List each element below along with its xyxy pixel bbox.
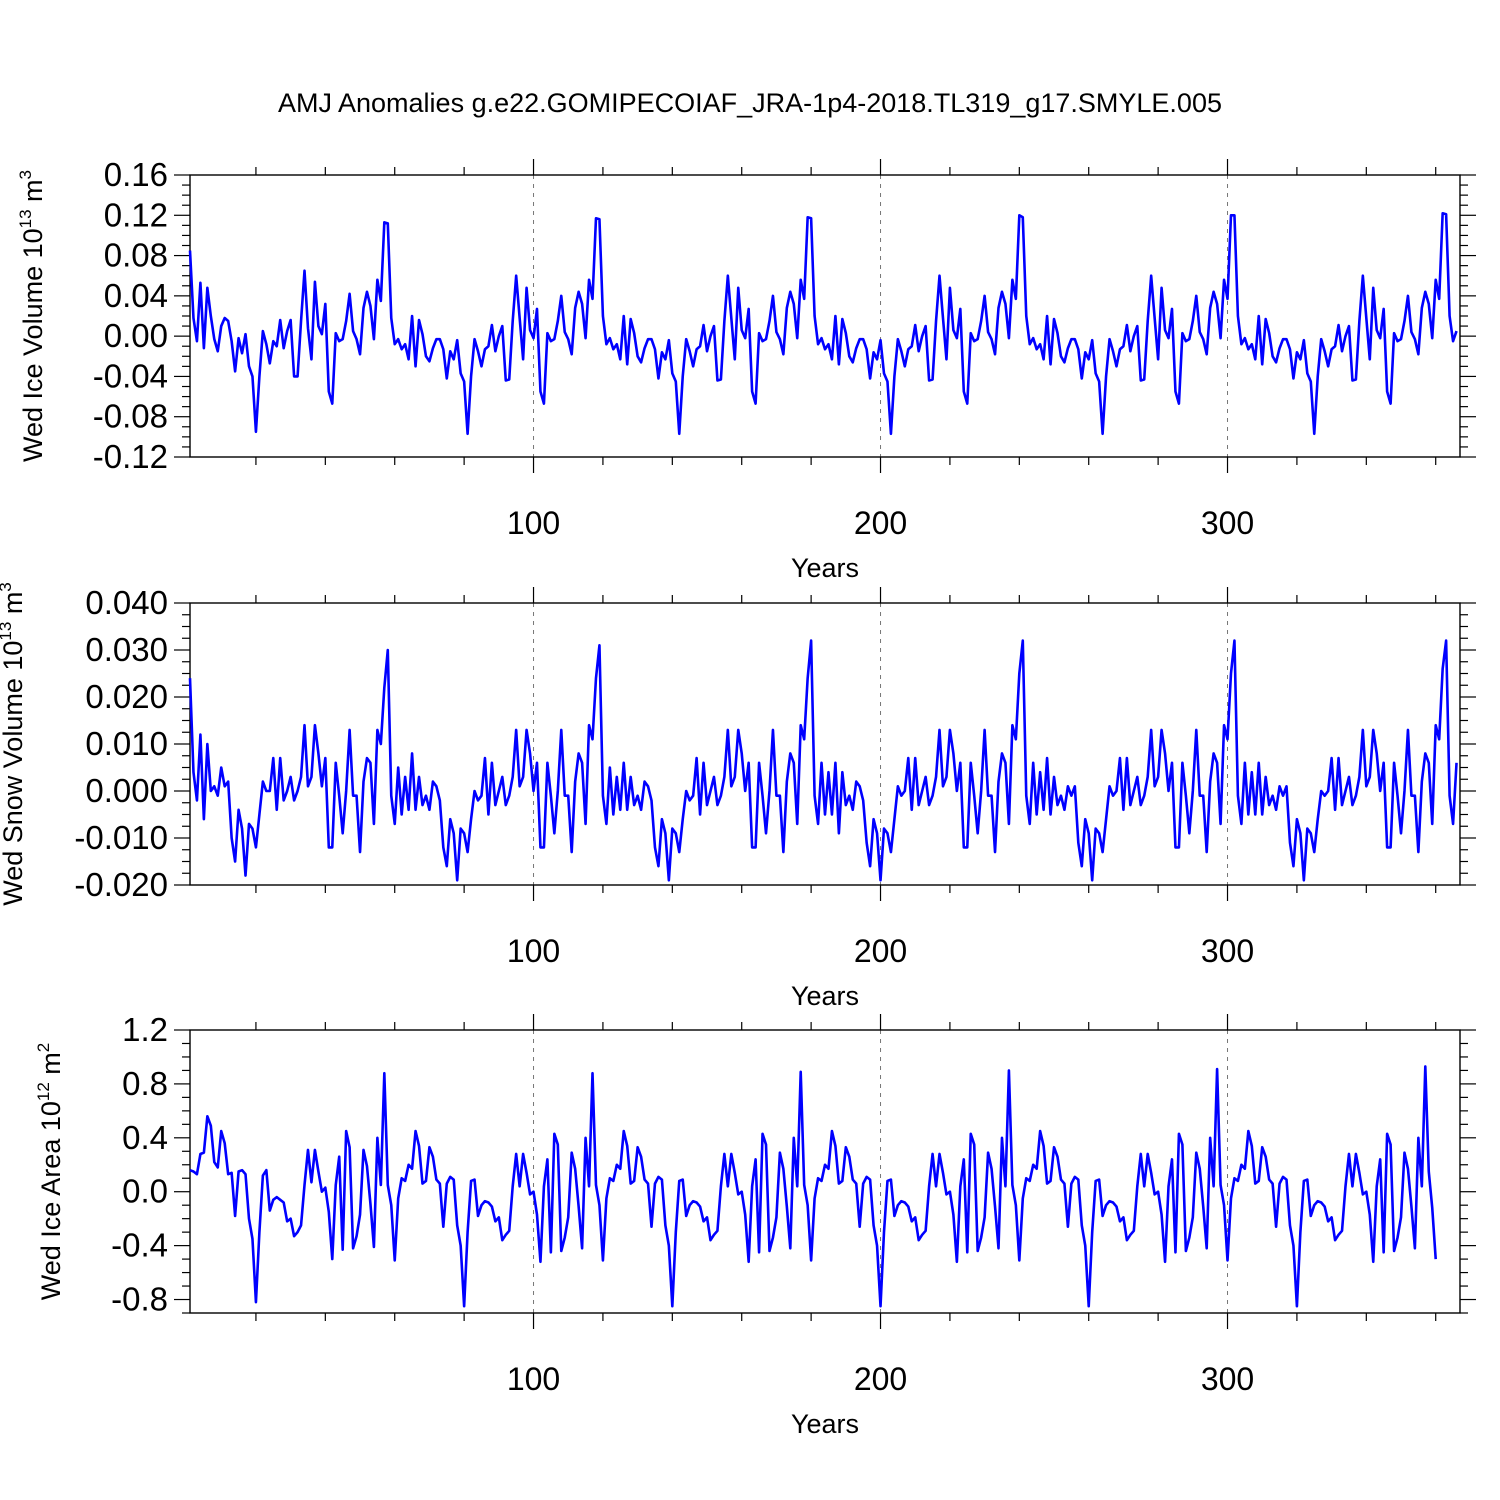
panel-1: -0.12-0.08 -0.040.000.040.08 0.120.16 100 20… xyxy=(16,156,1476,583)
y-tick-label: 0.12 xyxy=(104,196,168,233)
y-axis-label-unit: m xyxy=(18,179,48,209)
x-tick-label: 200 xyxy=(854,1361,907,1397)
x-tick-label: 300 xyxy=(1201,1361,1254,1397)
x-tick-label: 200 xyxy=(854,505,907,541)
x-tick-label: 300 xyxy=(1201,933,1254,969)
chart-title: AMJ Anomalies g.e22.GOMIPECOIAF_JRA-1p4-… xyxy=(278,88,1222,118)
y-axis-label-unit-exponent: 3 xyxy=(0,582,15,591)
x-tick-label: 300 xyxy=(1201,505,1254,541)
y-tick-label: 0.010 xyxy=(85,725,168,762)
y-tick-label: 0.08 xyxy=(104,237,168,274)
y-tick-label: 0.4 xyxy=(122,1119,168,1156)
plot-frame xyxy=(189,602,1461,886)
x-axis-label: Years xyxy=(791,1409,859,1439)
y-tick-label: 0.0 xyxy=(122,1173,168,1210)
y-tick-label: -0.08 xyxy=(93,398,168,435)
y-tick-label: -0.4 xyxy=(111,1227,168,1264)
y-tick-label: 0.000 xyxy=(85,772,168,809)
series-line-1 xyxy=(188,211,1458,436)
y-tick-label: 0.8 xyxy=(122,1065,168,1102)
y-tick-label: 0.030 xyxy=(85,631,168,668)
y-tick-label: 0.040 xyxy=(85,584,168,621)
y-axis-label-unit: m xyxy=(36,1052,66,1082)
x-tick-label: 200 xyxy=(854,933,907,969)
y-axis-label-unit-exponent: 2 xyxy=(34,1043,53,1052)
y-tick-label: 0.020 xyxy=(85,678,168,715)
y-axis-label: Wed Snow Volume 1013 m3 xyxy=(0,582,28,906)
y-tick-label: 0.04 xyxy=(104,277,168,314)
y-tick-label: 0.00 xyxy=(104,317,168,354)
y-axis-label-exponent: 12 xyxy=(34,1082,53,1101)
series-line-1 xyxy=(189,1065,1438,1308)
y-axis-label-exponent: 13 xyxy=(0,622,15,641)
y-tick-label: -0.010 xyxy=(74,819,168,856)
y-axis-label-text: Wed Ice Volume 10 xyxy=(18,228,48,462)
y-axis-label: Wed Ice Volume 1013 m3 xyxy=(16,170,48,462)
y-tick-label: -0.04 xyxy=(93,357,168,394)
y-axis-label-unit: m xyxy=(0,592,28,622)
y-axis-label: Wed Ice Area 1012 m2 xyxy=(34,1043,66,1301)
y-axis-label-text: Wed Ice Area 10 xyxy=(36,1101,66,1300)
y-axis-label-exponent: 13 xyxy=(16,209,35,228)
y-tick-label: 0.16 xyxy=(104,156,168,193)
panel-3: -0.8 -0.4 0.0 0.4 0.8 1.2 100 200 300 Years Wed Ic… xyxy=(34,1011,1476,1439)
x-tick-label: 100 xyxy=(507,1361,560,1397)
plot-frame xyxy=(189,174,1461,458)
x-tick-label: 100 xyxy=(507,505,560,541)
series-line-1 xyxy=(188,639,1458,882)
x-tick-label: 100 xyxy=(507,933,560,969)
y-tick-label: 1.2 xyxy=(122,1011,168,1048)
y-tick-label: -0.020 xyxy=(74,866,168,903)
x-axis-label: Years xyxy=(791,981,859,1011)
y-axis-label-text: Wed Snow Volume 10 xyxy=(0,641,28,906)
x-axis-label: Years xyxy=(791,553,859,583)
panel-2: -0.020 -0.010 0.000 0.010 0.020 0.030 0.040 100… xyxy=(0,582,1476,1011)
y-tick-label: -0.8 xyxy=(111,1281,168,1318)
y-tick-label: -0.12 xyxy=(93,438,168,475)
y-axis-label-unit-exponent: 3 xyxy=(16,170,35,179)
